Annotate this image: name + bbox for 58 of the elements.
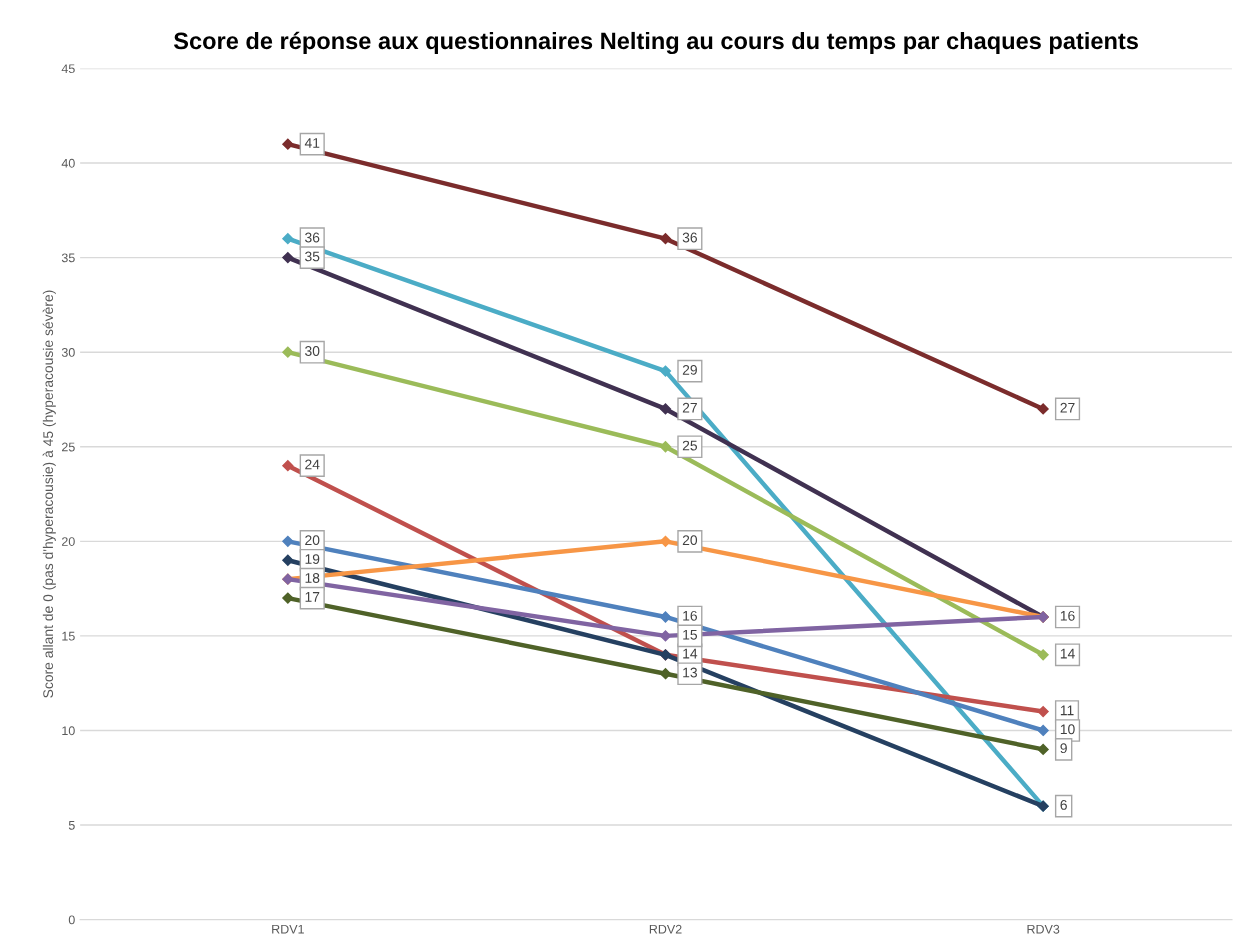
data-label: 16 [683, 610, 697, 621]
y-axis-title: Score allant de 0 (pas d'hyperacousie) à 45 (hyperacousie sévère) [42, 290, 56, 698]
y-tick-label: 15 [62, 631, 75, 641]
data-label: 27 [1060, 402, 1075, 413]
data-label: 19 [305, 554, 320, 564]
data-label: 24 [305, 459, 320, 470]
data-label: 27 [682, 402, 697, 413]
x-tick-label: RDV2 [649, 924, 682, 934]
data-label: 14 [1060, 648, 1075, 659]
y-tick-label: 40 [61, 158, 75, 168]
point [659, 365, 672, 377]
y-tick-label: 10 [62, 726, 75, 736]
chart-title: Score de réponse aux questionnaires Nelting au cours du temps par chaques patients [173, 31, 1138, 55]
y-tick-label: 25 [61, 442, 75, 452]
y-tick-label: 20 [61, 537, 75, 546]
point [659, 403, 672, 415]
data-label: 6 [1060, 800, 1067, 810]
point [659, 233, 672, 245]
data-label: 14 [683, 648, 698, 659]
point [1037, 724, 1049, 737]
data-label: 17 [305, 592, 320, 602]
data-label: 36 [305, 232, 320, 243]
data-label: 18 [305, 573, 320, 583]
point [1037, 705, 1049, 718]
data-label: 35 [305, 251, 320, 262]
data-label: 9 [1060, 743, 1067, 754]
data-label: 16 [1060, 610, 1075, 621]
data-label: 20 [305, 535, 320, 546]
data-label: 15 [683, 629, 698, 640]
point [282, 460, 294, 472]
y-tick-label: 30 [61, 347, 75, 357]
data-label: 41 [304, 138, 320, 148]
y-tick-label: 35 [61, 253, 75, 263]
point [282, 554, 294, 566]
data-label: 10 [1060, 724, 1075, 735]
point [1037, 649, 1049, 661]
point [659, 611, 672, 623]
data-label: 25 [682, 440, 698, 451]
data-label: 20 [682, 535, 698, 546]
x-tick-label: RDV3 [1027, 924, 1060, 934]
data-label: 36 [682, 232, 697, 243]
data-label: 11 [1060, 705, 1074, 716]
y-tick-label: 0 [68, 915, 75, 925]
y-tick-label: 5 [68, 820, 75, 830]
point [1037, 743, 1049, 755]
data-label: 30 [305, 346, 320, 356]
point [282, 535, 294, 547]
data-label: 13 [683, 667, 697, 678]
x-tick-label: RDV1 [272, 924, 304, 934]
data-label: 29 [682, 364, 697, 375]
point [282, 592, 294, 604]
point [1037, 403, 1049, 415]
point [659, 441, 672, 453]
point [282, 233, 294, 245]
point [282, 138, 294, 150]
point [282, 252, 294, 264]
point [282, 346, 294, 358]
y-tick-label: 45 [61, 64, 75, 74]
